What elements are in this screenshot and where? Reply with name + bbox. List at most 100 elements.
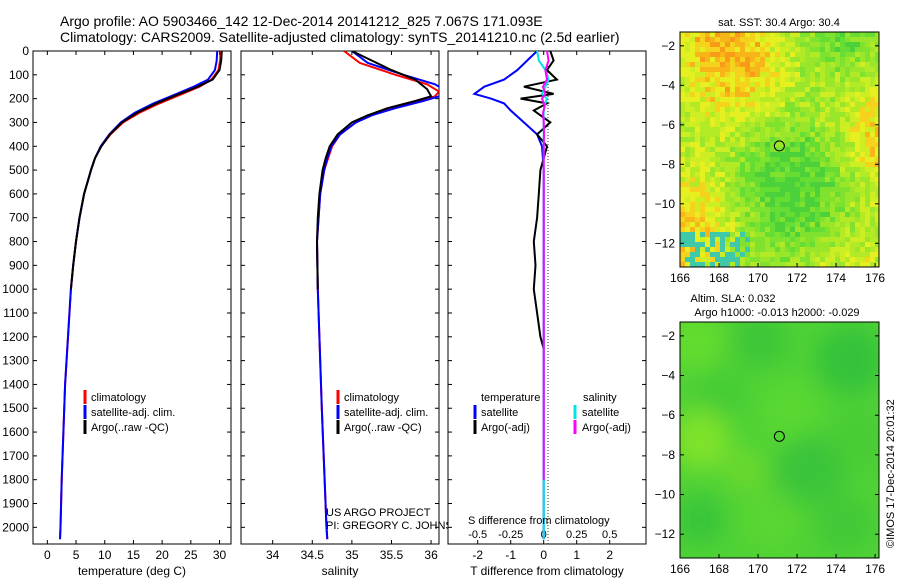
sst-pixel [700, 177, 705, 182]
sst-pixel [765, 37, 770, 42]
sst-pixel [750, 112, 755, 117]
sst-pixel [840, 42, 845, 47]
sst-pixel [865, 52, 870, 57]
y-tick-label: 1300 [2, 354, 29, 368]
sst-pixel [870, 252, 875, 257]
sst-pixel [845, 192, 850, 197]
sst-pixel [765, 247, 770, 252]
sst-pixel [705, 162, 710, 167]
sst-pixel [830, 62, 835, 67]
sst-pixel [750, 72, 755, 77]
sst-pixel [720, 237, 725, 242]
sst-pixel [805, 117, 810, 122]
sst-pixel [745, 132, 750, 137]
sst-pixel [760, 112, 765, 117]
sst-pixel [795, 147, 800, 152]
sst-pixel [865, 87, 870, 92]
sst-pixel [790, 117, 795, 122]
sst-pixel [865, 217, 870, 222]
sst-pixel [710, 162, 715, 167]
sst-pixel [830, 117, 835, 122]
sst-pixel [770, 87, 775, 92]
sst-pixel [705, 97, 710, 102]
sst-pixel [785, 207, 790, 212]
sst-pixel [775, 257, 780, 262]
sst-pixel [765, 182, 770, 187]
sst-pixel [690, 117, 695, 122]
sst-pixel [850, 257, 855, 262]
sst-pixel [805, 142, 810, 147]
sst-pixel [835, 117, 840, 122]
sst-pixel [795, 172, 800, 177]
sst-pixel [730, 47, 735, 52]
sst-map-field [680, 32, 879, 267]
sst-pixel [780, 122, 785, 127]
sst-pixel [720, 127, 725, 132]
sst-pixel [770, 222, 775, 227]
sst-pixel [745, 237, 750, 242]
sst-pixel [770, 152, 775, 157]
sla-blob [740, 490, 800, 550]
sst-pixel [710, 167, 715, 172]
sst-pixel [790, 127, 795, 132]
sst-pixel [715, 187, 720, 192]
sst-pixel [760, 42, 765, 47]
sst-pixel [720, 222, 725, 227]
sst-pixel [765, 122, 770, 127]
sst-pixel [750, 67, 755, 72]
sst-pixel [780, 127, 785, 132]
sst-pixel [730, 232, 735, 237]
sst-pixel [725, 242, 730, 247]
sst-pixel [850, 242, 855, 247]
sst-pixel [840, 122, 845, 127]
sst-pixel [735, 217, 740, 222]
sst-pixel [695, 67, 700, 72]
sst-pixel [850, 92, 855, 97]
sst-pixel [690, 212, 695, 217]
sst-pixel [855, 87, 860, 92]
sst-pixel [680, 52, 685, 57]
sst-pixel [865, 147, 870, 152]
sst-pixel [870, 197, 875, 202]
sst-pixel [800, 207, 805, 212]
sst-pixel [870, 192, 875, 197]
sst-pixel [815, 242, 820, 247]
sst-pixel [825, 167, 830, 172]
sst-pixel [745, 107, 750, 112]
sst-pixel [715, 167, 720, 172]
sst-pixel [760, 212, 765, 217]
sst-pixel [685, 232, 690, 237]
sst-pixel [760, 227, 765, 232]
sst-pixel [695, 82, 700, 87]
sst-pixel [775, 87, 780, 92]
sst-pixel [830, 57, 835, 62]
sst-pixel [715, 192, 720, 197]
sst-pixel [780, 227, 785, 232]
sst-pixel [710, 82, 715, 87]
sst-pixel [735, 202, 740, 207]
sst-pixel [790, 32, 795, 37]
sst-pixel [755, 97, 760, 102]
sst-pixel [705, 52, 710, 57]
sst-pixel [765, 42, 770, 47]
sst-pixel [740, 247, 745, 252]
sst-pixel [810, 232, 815, 237]
sst-pixel [860, 242, 865, 247]
sst-pixel [720, 262, 725, 267]
sst-pixel [765, 257, 770, 262]
sst-pixel [755, 247, 760, 252]
sst-pixel [770, 62, 775, 67]
sst-pixel [750, 47, 755, 52]
sst-pixel [705, 62, 710, 67]
sst-pixel [830, 262, 835, 267]
sst-pixel [825, 67, 830, 72]
sst-pixel [700, 122, 705, 127]
sst-pixel [785, 242, 790, 247]
sst-pixel [780, 162, 785, 167]
sst-pixel [710, 152, 715, 157]
sst-pixel [765, 252, 770, 257]
sst-pixel [755, 47, 760, 52]
sst-pixel [750, 77, 755, 82]
sst-pixel [860, 192, 865, 197]
sst-pixel [815, 32, 820, 37]
